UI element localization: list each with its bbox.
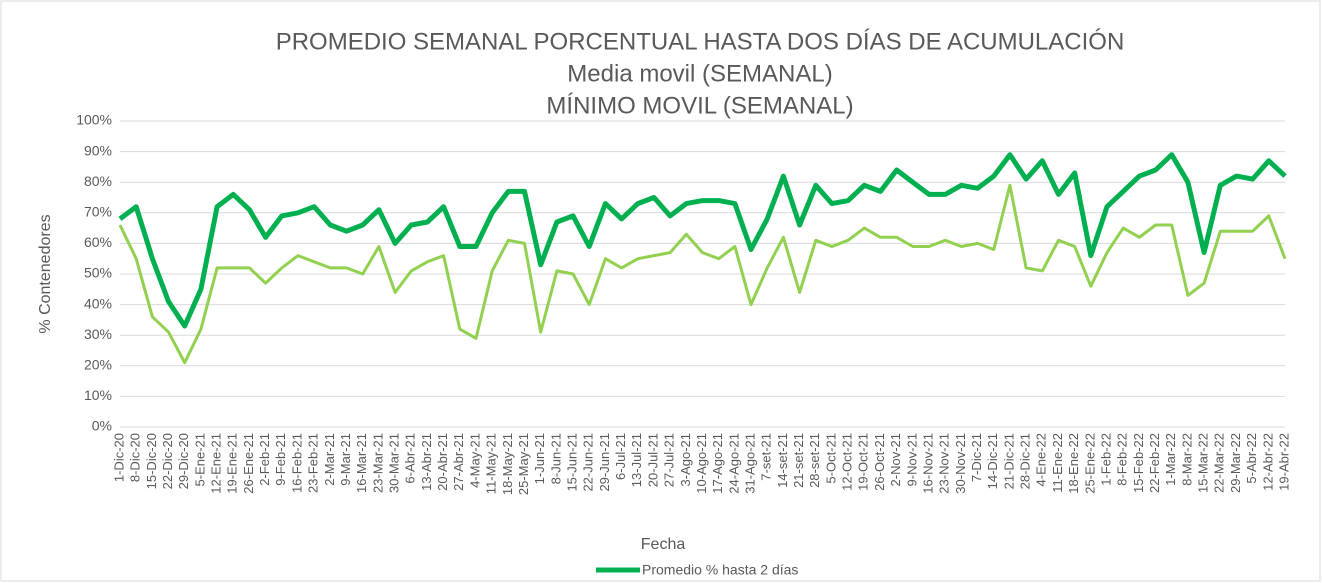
chart-subtitle: MÍNIMO MOVIL (SEMANAL) [546, 92, 853, 119]
x-tick-label: 5-Oct-21 [823, 433, 838, 484]
x-tick-label: 31-Ago-21 [742, 433, 757, 494]
x-tick-label: 15-Mar-22 [1196, 433, 1211, 493]
x-tick-label: 8-Mar-22 [1179, 433, 1194, 486]
x-tick-label: 5-Ene-21 [192, 433, 207, 486]
x-tick-label: 17-Ago-21 [710, 433, 725, 494]
x-tick-label: 2-Nov-21 [888, 433, 903, 486]
x-tick-label: 9-Nov-21 [904, 433, 919, 486]
x-tick-label: 19-Ene-21 [225, 433, 240, 494]
x-tick-label: 23-Mar-21 [370, 433, 385, 493]
x-tick-label: 12-Abr-22 [1260, 433, 1275, 491]
x-tick-label: 2-Mar-21 [322, 433, 337, 486]
x-tick-label: 11-May-21 [484, 433, 499, 494]
x-tick-label: 21-Dic-21 [1001, 433, 1016, 489]
y-tick-label: 10% [84, 387, 112, 403]
y-tick-label: 100% [76, 112, 112, 128]
x-tick-label: 19-Oct-21 [856, 433, 871, 491]
x-tick-label: 24-Ago-21 [726, 433, 741, 494]
x-tick-label: 28-set-21 [807, 433, 822, 488]
x-tick-label: 18-May-21 [500, 433, 515, 495]
x-tick-label: 15-Dic-20 [144, 433, 159, 489]
x-tick-label: 23-Feb-21 [306, 433, 321, 493]
x-tick-label: 14-set-21 [775, 433, 790, 488]
x-tick-label: 22-Mar-22 [1212, 433, 1227, 493]
x-tick-label: 29-Jun-21 [597, 433, 612, 492]
y-tick-label: 0% [92, 418, 112, 434]
x-tick-label: 27-Abr-21 [451, 433, 466, 491]
x-tick-label: 29-Mar-22 [1228, 433, 1243, 493]
y-tick-label: 30% [84, 326, 112, 342]
x-tick-label: 18-Ene-22 [1066, 433, 1081, 494]
x-tick-label: 1-Dic-20 [111, 433, 126, 482]
x-tick-label: 27-Jul-21 [662, 433, 677, 487]
x-tick-label: 1-Jun-21 [532, 433, 547, 484]
y-tick-label: 80% [84, 173, 112, 189]
y-tick-label: 50% [84, 265, 112, 281]
x-tick-label: 20-Abr-21 [435, 433, 450, 491]
x-tick-label: 29-Dic-20 [176, 433, 191, 489]
x-tick-label: 8-Feb-22 [1115, 433, 1130, 486]
x-axis-title: Fecha [641, 536, 686, 553]
y-tick-label: 70% [84, 204, 112, 220]
x-tick-label: 15-Feb-22 [1131, 433, 1146, 493]
x-tick-label: 8-Jun-21 [548, 433, 563, 484]
x-tick-label: 3-Ago-21 [678, 433, 693, 486]
x-tick-label: 1-Mar-22 [1163, 433, 1178, 486]
x-tick-label: 30-Nov-21 [953, 433, 968, 494]
series-line [118, 152, 1287, 329]
series-line [118, 183, 1287, 365]
y-tick-label: 40% [84, 295, 112, 311]
x-tick-label: 25-May-21 [516, 433, 531, 495]
x-tick-label: 9-Mar-21 [338, 433, 353, 486]
x-tick-label: 23-Nov-21 [937, 433, 952, 494]
y-tick-label: 60% [84, 234, 112, 250]
x-tick-label: 6-Jul-21 [613, 433, 628, 480]
x-tick-label: 20-Jul-21 [645, 433, 660, 487]
x-tick-label: 7-Dic-21 [969, 433, 984, 482]
x-tick-label: 19-Abr-22 [1276, 433, 1291, 491]
x-tick-label: 13-Jul-21 [629, 433, 644, 487]
y-tick-label: 20% [84, 357, 112, 373]
x-tick-label: 7-set-21 [759, 433, 774, 481]
x-tick-label: 28-Dic-21 [1018, 433, 1033, 489]
x-tick-label: 21-set-21 [791, 433, 806, 488]
x-tick-label: 16-Nov-21 [920, 433, 935, 494]
x-tick-label: 16-Mar-21 [354, 433, 369, 493]
x-tick-label: 26-Oct-21 [872, 433, 887, 491]
x-tick-label: 25-Ene-22 [1082, 433, 1097, 494]
x-tick-label: 4-May-21 [467, 433, 482, 488]
y-axis-title: % Contenedores [37, 214, 54, 333]
x-tick-label: 26-Ene-21 [241, 433, 256, 494]
x-tick-label: 5-Abr-22 [1244, 433, 1259, 484]
x-tick-label: 30-Mar-21 [387, 433, 402, 493]
x-tick-label: 22-Jun-21 [581, 433, 596, 492]
x-tick-label: 14-Dic-21 [985, 433, 1000, 489]
x-tick-label: 4-Ene-22 [1034, 433, 1049, 486]
x-tick-label: 6-Abr-21 [403, 433, 418, 484]
x-tick-label: 8-Dic-20 [128, 433, 143, 482]
x-tick-label: 10-Ago-21 [694, 433, 709, 494]
x-tick-label: 22-Dic-20 [160, 433, 175, 489]
x-tick-label: 12-Oct-21 [840, 433, 855, 491]
x-tick-label: 9-Feb-21 [273, 433, 288, 486]
x-tick-label: 11-Ene-22 [1050, 433, 1065, 493]
x-tick-label: 16-Feb-21 [289, 433, 304, 493]
x-tick-label: 22-Feb-22 [1147, 433, 1162, 493]
chart-title: PROMEDIO SEMANAL PORCENTUAL HASTA DOS DÍ… [276, 28, 1125, 55]
chart-subtitle: Media movil (SEMANAL) [567, 60, 832, 87]
x-tick-label: 2-Feb-21 [257, 433, 272, 486]
x-tick-label: 12-Ene-21 [209, 433, 224, 494]
x-tick-label: 1-Feb-22 [1098, 433, 1113, 486]
x-tick-label: 13-Abr-21 [419, 433, 434, 491]
y-tick-label: 90% [84, 142, 112, 158]
x-tick-label: 15-Jun-21 [564, 433, 579, 492]
legend-label: Promedio % hasta 2 días [642, 562, 798, 578]
